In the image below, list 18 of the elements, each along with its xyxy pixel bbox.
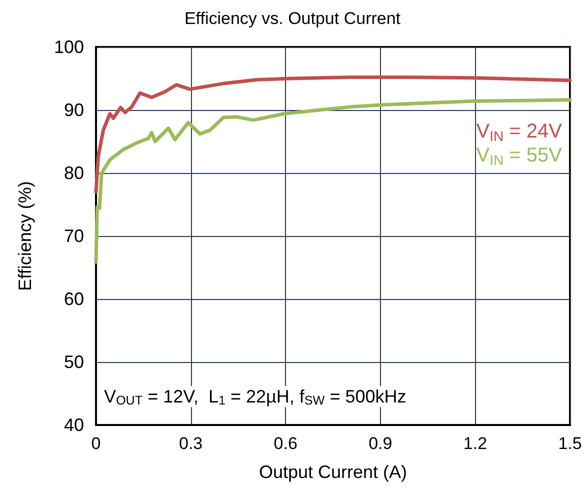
line-series	[94, 75, 572, 194]
line-series	[94, 98, 572, 264]
y-tick-label: 70	[64, 226, 84, 246]
y-tick-label: 40	[64, 415, 84, 435]
x-tick-label: 0	[91, 434, 101, 453]
y-axis-title: Efficiency (%)	[15, 181, 35, 291]
x-tick-label: 1.2	[463, 434, 488, 453]
x-tick-label: 0.9	[368, 434, 392, 453]
y-tick-label: 100	[54, 37, 84, 57]
y-tick-label: 60	[64, 289, 84, 309]
y-tick-label: 50	[64, 352, 84, 372]
x-axis-title: Output Current (A)	[258, 462, 408, 482]
x-tick-label: 0.6	[274, 434, 298, 453]
x-tick-label: 1.5	[558, 434, 582, 453]
y-tick-label: 90	[64, 100, 84, 120]
chart-title: Efficiency vs. Output Current	[184, 9, 401, 28]
x-tick-label: 0.3	[178, 434, 203, 453]
y-tick-label: 80	[64, 163, 84, 183]
